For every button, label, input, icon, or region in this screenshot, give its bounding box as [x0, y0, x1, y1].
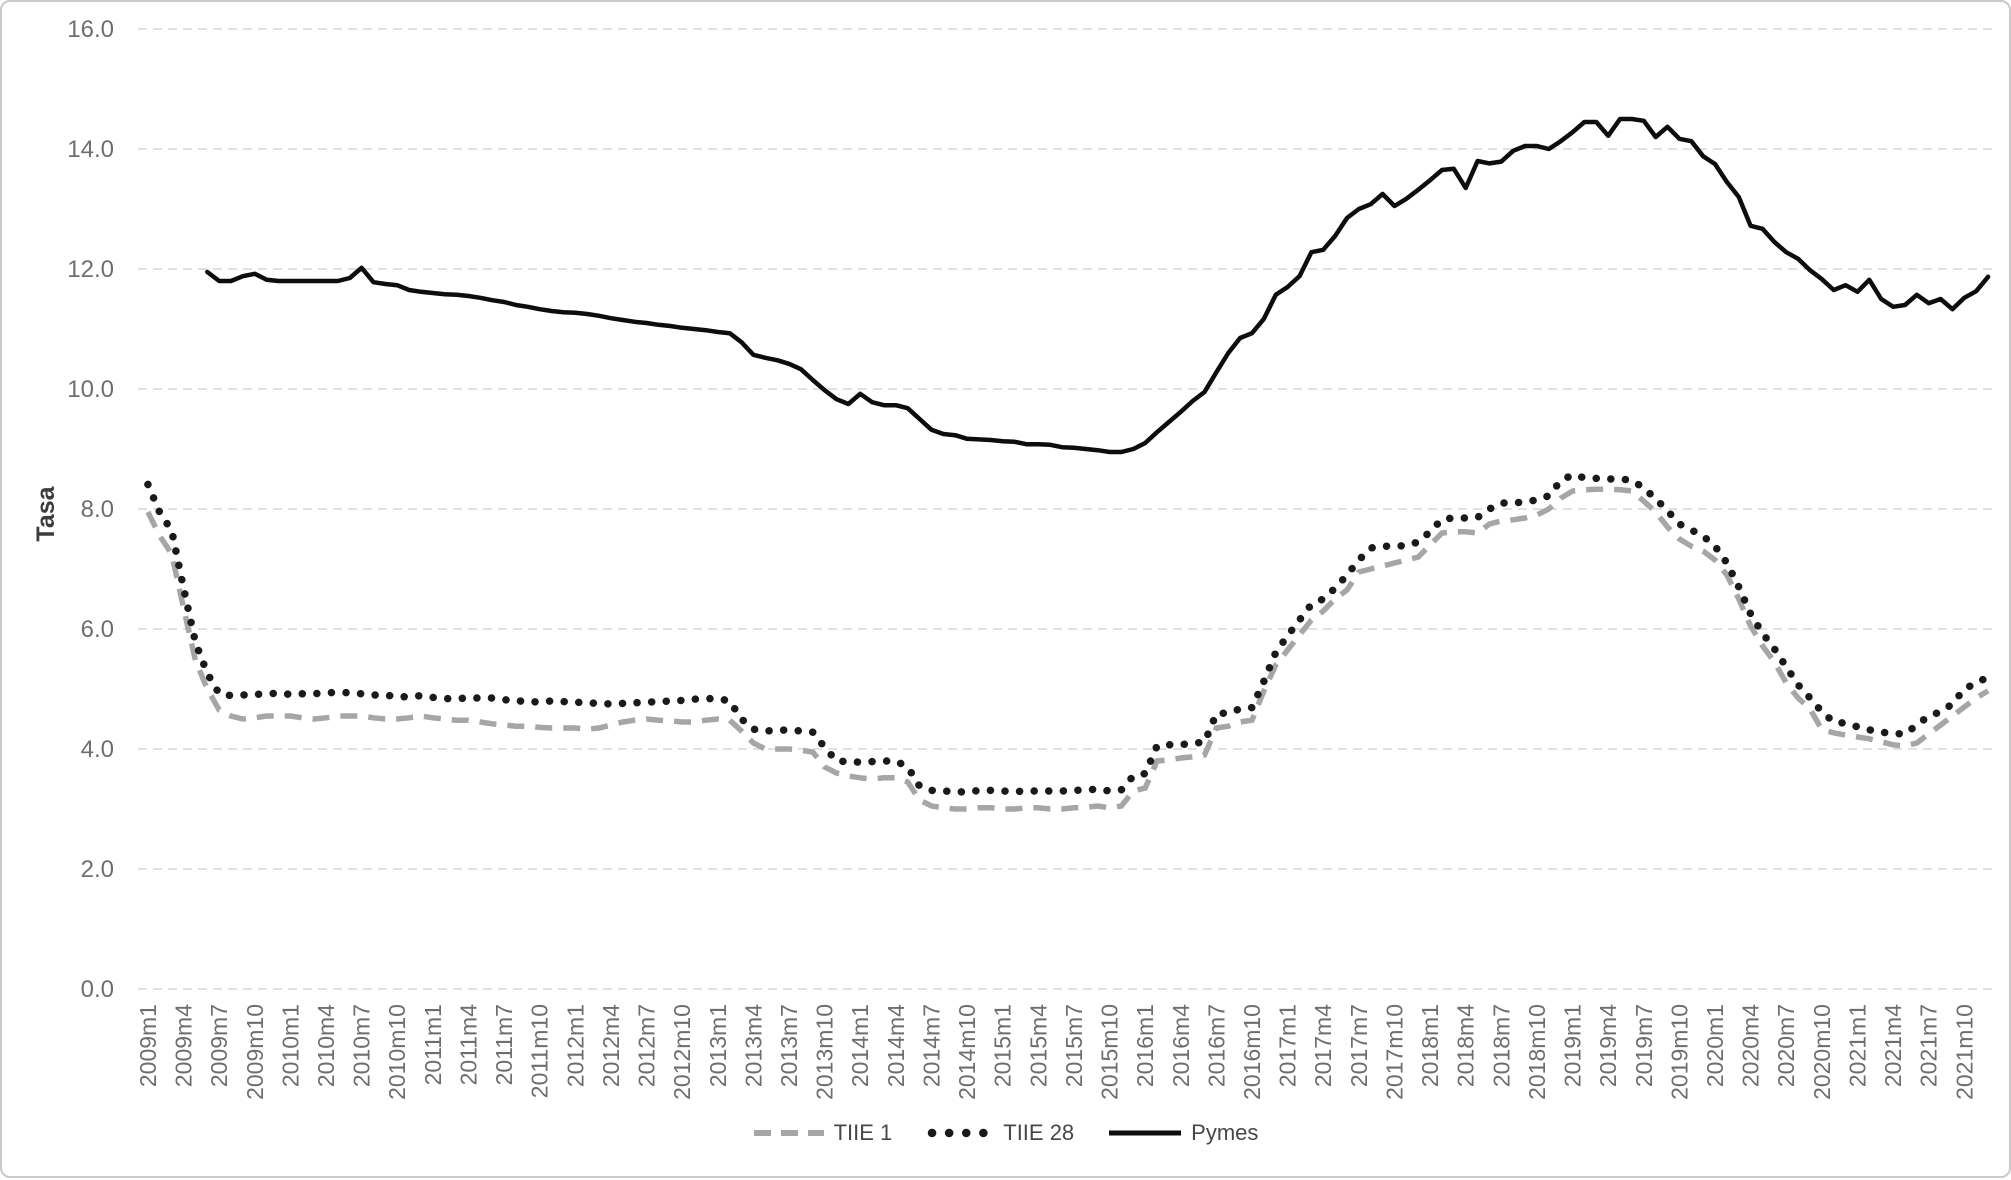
x-tick-label: 2014m7 — [918, 1004, 944, 1087]
x-tick-label: 2016m10 — [1239, 1004, 1265, 1100]
tiie1-dashed-line-icon — [753, 1130, 824, 1136]
y-tick-label: 0.0 — [81, 976, 114, 1003]
x-tick-label: 2012m7 — [634, 1004, 660, 1087]
y-axis-title: Tasa — [32, 485, 60, 541]
axis-layer: 0.0 2.0 4.0 6.0 8.0 10.0 12.0 14.0 16.0 2009m1 200… — [67, 16, 1977, 1100]
x-tick-label: 2011m7 — [491, 1004, 517, 1085]
x-tick-label: 2012m1 — [562, 1004, 588, 1087]
x-tick-label: 2015m4 — [1025, 1004, 1051, 1087]
x-tick-label: 2014m10 — [954, 1004, 980, 1100]
x-tick-label: 2014m4 — [883, 1004, 909, 1087]
x-tick-label: 2019m1 — [1560, 1004, 1586, 1087]
y-tick-label: 2.0 — [81, 856, 114, 883]
y-tick-label: 12.0 — [67, 256, 114, 283]
x-tick-label: 2020m1 — [1702, 1004, 1728, 1087]
y-tick-label: 6.0 — [81, 616, 114, 643]
series-layer — [144, 116, 1992, 812]
x-tick-label: 2011m1 — [420, 1004, 446, 1085]
x-tick-label: 2021m4 — [1880, 1004, 1906, 1087]
x-tick-label: 2009m4 — [171, 1004, 197, 1087]
x-tick-label: 2010m10 — [384, 1004, 410, 1100]
x-tick-label: 2021m7 — [1916, 1004, 1942, 1087]
x-tick-label: 2013m10 — [812, 1004, 838, 1100]
x-tick-label: 2010m7 — [349, 1004, 375, 1087]
x-tick-label: 2017m4 — [1310, 1004, 1336, 1087]
x-tick-label: 2016m1 — [1132, 1004, 1158, 1087]
x-tick-label: 2011m10 — [527, 1004, 553, 1098]
y-tick-label: 8.0 — [81, 496, 114, 523]
x-tick-label: 2015m7 — [1061, 1004, 1087, 1087]
x-tick-label: 2020m4 — [1738, 1004, 1764, 1087]
legend-item-tiie28: TIIE 28 — [926, 1120, 1074, 1146]
x-tick-label: 2009m7 — [206, 1004, 232, 1087]
x-tick-label: 2016m4 — [1168, 1004, 1194, 1087]
y-tick-label: 4.0 — [81, 736, 114, 763]
x-tick-label: 2019m4 — [1595, 1004, 1621, 1087]
x-tick-label: 2013m7 — [776, 1004, 802, 1087]
x-tick-label: 2009m1 — [135, 1004, 161, 1087]
grid-layer — [138, 28, 1994, 990]
series-tiie-28 — [144, 470, 1992, 796]
x-tick-label: 2010m4 — [313, 1004, 339, 1087]
y-tick-label: 14.0 — [67, 136, 114, 163]
tiie28-dotted-line-icon — [928, 1128, 995, 1138]
x-tick-label: 2014m1 — [847, 1004, 873, 1087]
x-tick-label: 2013m1 — [705, 1004, 731, 1087]
x-tick-label: 2017m7 — [1346, 1004, 1372, 1087]
y-tick-label: 16.0 — [67, 16, 114, 43]
x-tick-label: 2018m1 — [1417, 1004, 1443, 1087]
x-tick-label: 2009m10 — [242, 1004, 268, 1100]
x-tick-label: 2019m10 — [1666, 1004, 1692, 1100]
x-tick-label: 2017m1 — [1275, 1004, 1301, 1087]
pymes-solid-line-icon — [1109, 1130, 1182, 1136]
x-tick-label: 2012m4 — [598, 1004, 624, 1087]
x-tick-label: 2015m10 — [1097, 1004, 1123, 1100]
x-tick-label: 2018m4 — [1453, 1004, 1479, 1087]
legend-item-pymes: Pymes — [1108, 1120, 1258, 1146]
legend-item-tiie1: TIIE 1 — [753, 1120, 893, 1146]
x-tick-label: 2021m10 — [1951, 1004, 1977, 1100]
x-tick-label: 2013m4 — [740, 1004, 766, 1087]
x-tick-label: 2010m1 — [277, 1004, 303, 1087]
x-tick-label: 2017m10 — [1381, 1004, 1407, 1100]
x-tick-label: 2018m7 — [1488, 1004, 1514, 1087]
x-tick-label: 2020m7 — [1773, 1004, 1799, 1087]
x-tick-label: 2011m4 — [455, 1004, 481, 1086]
legend: TIIE 1 TIIE 28 Pymes — [2, 1120, 2009, 1146]
x-tick-label: 2015m1 — [990, 1004, 1016, 1087]
x-tick-label: 2018m10 — [1524, 1004, 1550, 1100]
x-tick-label: 2021m1 — [1844, 1004, 1870, 1087]
series-tiie-1 — [145, 486, 1990, 812]
x-tick-label: 2016m7 — [1203, 1004, 1229, 1087]
legend-label-tiie1: TIIE 1 — [833, 1120, 893, 1145]
legend-label-pymes: Pymes — [1191, 1120, 1259, 1145]
x-tick-label: 2012m10 — [669, 1004, 695, 1100]
legend-label-tiie28: TIIE 28 — [1003, 1120, 1075, 1145]
x-tick-label: 2020m10 — [1809, 1004, 1835, 1100]
x-tick-label: 2019m7 — [1631, 1004, 1657, 1087]
series-pymes — [205, 116, 1991, 455]
y-tick-label: 10.0 — [67, 376, 114, 403]
